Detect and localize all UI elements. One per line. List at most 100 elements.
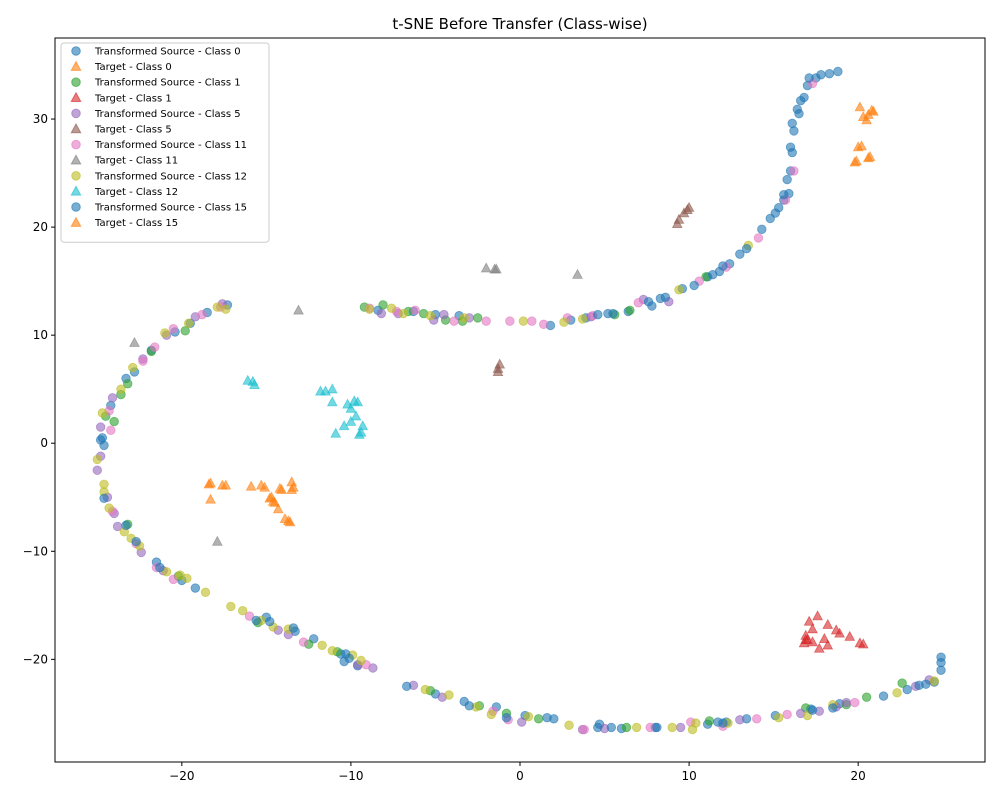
- source-point: [652, 722, 662, 733]
- source-point: [929, 676, 939, 686]
- source-point: [606, 722, 617, 733]
- source-point: [718, 261, 728, 271]
- source-point: [564, 720, 574, 730]
- source-point: [691, 718, 701, 728]
- source-point: [128, 362, 138, 373]
- source-point: [109, 416, 119, 427]
- source-point: [902, 684, 912, 695]
- legend-marker: [71, 139, 81, 150]
- target-point: [572, 268, 583, 279]
- legend-label: Target - Class 12: [94, 187, 178, 198]
- target-point: [350, 410, 362, 421]
- legend-label: Transformed Source - Class 12: [94, 171, 247, 182]
- source-point: [123, 379, 133, 389]
- source-point: [221, 304, 231, 314]
- source-point: [95, 422, 106, 432]
- source-point: [155, 562, 165, 573]
- target-point: [357, 420, 369, 431]
- y-tick-label: 30: [33, 112, 48, 126]
- legend-marker: [70, 122, 82, 134]
- source-point: [816, 70, 826, 80]
- source-point: [439, 309, 449, 320]
- source-point: [828, 703, 838, 713]
- x-tick-label: 20: [851, 769, 866, 783]
- source-point: [794, 108, 804, 119]
- source-point: [265, 616, 275, 627]
- target-point: [844, 630, 856, 641]
- target-point: [673, 213, 685, 224]
- source-point: [708, 269, 718, 280]
- source-point: [785, 142, 796, 152]
- legend-label: Target - Class 1: [94, 93, 172, 104]
- source-point: [425, 311, 436, 321]
- target-point: [683, 201, 695, 212]
- target-point: [480, 262, 492, 273]
- source-point: [99, 440, 109, 451]
- source-point: [197, 309, 207, 320]
- source-point: [841, 697, 852, 708]
- source-point: [675, 722, 686, 733]
- source-point: [689, 280, 699, 291]
- x-tick-label: −20: [169, 769, 194, 783]
- source-point: [168, 574, 179, 585]
- source-point: [593, 309, 603, 320]
- x-tick-label: −10: [338, 769, 363, 783]
- source-point: [364, 304, 375, 314]
- legend-marker: [70, 216, 82, 227]
- source-point: [237, 606, 248, 616]
- source-point: [378, 300, 388, 310]
- legend-marker: [70, 60, 82, 71]
- source-point: [104, 503, 114, 513]
- legend-label: Target - Class 11: [94, 156, 178, 167]
- target-point: [269, 496, 281, 507]
- target-point: [345, 402, 357, 413]
- target-point: [326, 396, 338, 407]
- source-point: [398, 308, 409, 319]
- points-layer: [92, 66, 946, 735]
- target-point: [854, 101, 866, 112]
- source-point: [787, 118, 797, 129]
- source-point: [183, 318, 194, 328]
- source-point: [631, 722, 642, 733]
- source-point: [168, 323, 179, 334]
- source-point: [804, 73, 814, 83]
- target-point: [203, 478, 215, 489]
- source-point: [420, 684, 431, 695]
- source-point: [444, 690, 454, 700]
- source-point: [486, 709, 496, 720]
- source-point: [735, 715, 745, 725]
- source-point: [131, 536, 141, 547]
- legend-marker: [71, 77, 81, 87]
- target-point: [345, 415, 357, 426]
- source-point: [752, 714, 762, 724]
- source-point: [782, 174, 792, 185]
- target-point: [211, 535, 223, 546]
- source-point: [116, 384, 126, 394]
- target-point: [274, 482, 286, 493]
- source-point: [97, 408, 108, 418]
- legend-label: Target - Class 5: [94, 125, 172, 136]
- source-point: [579, 724, 589, 735]
- source-point: [251, 615, 261, 626]
- y-tick-label: 20: [33, 220, 48, 234]
- target-point: [807, 623, 818, 634]
- source-point: [897, 678, 907, 688]
- target-point: [813, 642, 825, 653]
- source-point: [97, 433, 108, 443]
- source-point: [850, 697, 860, 708]
- target-point: [866, 104, 878, 115]
- target-point: [287, 481, 299, 492]
- source-point: [538, 319, 549, 330]
- source-point: [376, 308, 387, 319]
- legend-marker: [70, 154, 82, 165]
- source-point: [226, 601, 236, 612]
- target-point: [818, 632, 830, 643]
- source-point: [505, 316, 515, 326]
- target-point: [326, 383, 338, 394]
- source-point: [774, 712, 784, 723]
- source-point: [501, 712, 512, 723]
- source-point: [577, 314, 588, 324]
- source-point: [138, 356, 148, 366]
- source-point: [782, 709, 792, 720]
